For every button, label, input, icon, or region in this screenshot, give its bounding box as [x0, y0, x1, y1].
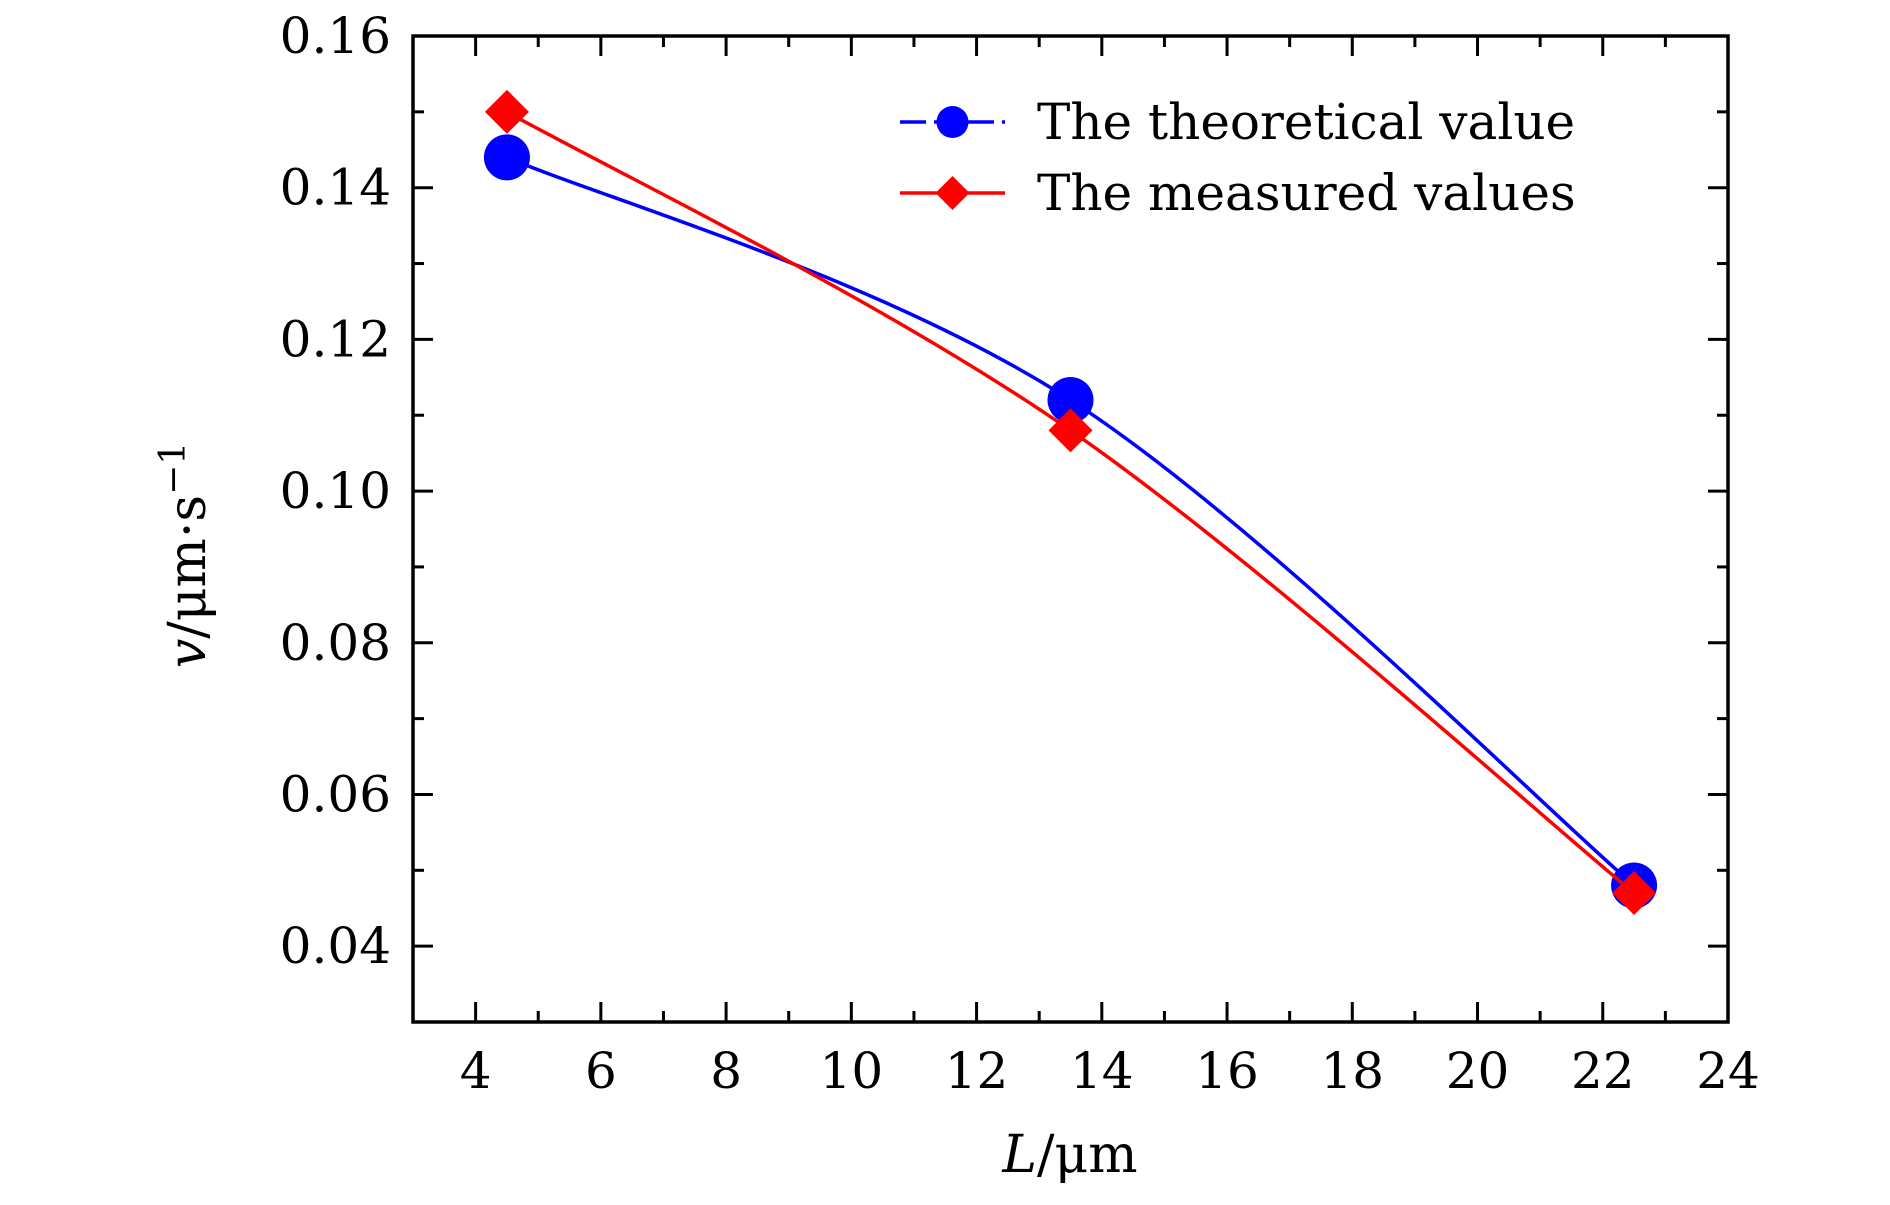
series-line — [506, 110, 1636, 895]
series-theoretical — [483, 134, 1658, 909]
y-tick-label: 0.10 — [280, 462, 391, 520]
x-tick-label: 18 — [1320, 1042, 1384, 1100]
data-point-diamond — [484, 89, 529, 134]
tick-labels: 4 6 8 10 12 14 16 18 20 22 24 0.04 0.06 0.08 0.10 0.12 0… — [280, 7, 1760, 1100]
data-point-circle — [1047, 377, 1094, 424]
x-axis-symbol: L — [1001, 1125, 1037, 1185]
data-point-diamond — [1048, 408, 1093, 453]
x-tick-label: 6 — [585, 1042, 617, 1100]
legend-label: The measured values — [1037, 164, 1576, 222]
x-tick-label: 12 — [945, 1042, 1009, 1100]
data-point-diamond — [1612, 871, 1657, 916]
y-axis-exponent: −1 — [153, 442, 194, 495]
plot-frame — [411, 34, 1730, 1024]
y-axis-unit: /μm·s — [158, 495, 218, 639]
y-tick-label: 0.12 — [280, 310, 391, 368]
y-tick-label: 0.04 — [280, 917, 391, 975]
x-axis-unit: /μm — [1037, 1125, 1138, 1185]
legend-item: The theoretical value — [900, 93, 1575, 151]
series-group — [483, 89, 1658, 916]
legend-diamond-marker — [935, 176, 970, 210]
x-tick-label: 14 — [1070, 1042, 1134, 1100]
series-measured — [484, 89, 1657, 916]
series-line — [506, 155, 1636, 887]
axis-ticks — [413, 34, 1730, 1022]
x-tick-label: 22 — [1571, 1042, 1635, 1100]
y-tick-label: 0.14 — [280, 159, 391, 217]
x-tick-label: 24 — [1696, 1042, 1760, 1100]
x-tick-label: 16 — [1195, 1042, 1259, 1100]
x-tick-label: 8 — [710, 1042, 742, 1100]
legend-item: The measured values — [900, 164, 1576, 222]
y-tick-label: 0.06 — [280, 765, 391, 823]
legend: The theoretical value The measured values — [900, 93, 1576, 222]
x-axis-label: L/μm — [1001, 1125, 1137, 1185]
legend-label: The theoretical value — [1037, 93, 1575, 151]
y-axis-symbol: v — [158, 639, 218, 668]
data-point-circle — [483, 134, 530, 181]
x-tick-label: 10 — [820, 1042, 884, 1100]
y-tick-label: 0.08 — [280, 614, 391, 672]
x-tick-label: 20 — [1446, 1042, 1510, 1100]
y-axis-label: v/μm·s−1 — [153, 442, 218, 668]
legend-circle-marker — [936, 106, 969, 138]
y-tick-label: 0.16 — [280, 7, 391, 65]
x-tick-label: 4 — [460, 1042, 492, 1100]
